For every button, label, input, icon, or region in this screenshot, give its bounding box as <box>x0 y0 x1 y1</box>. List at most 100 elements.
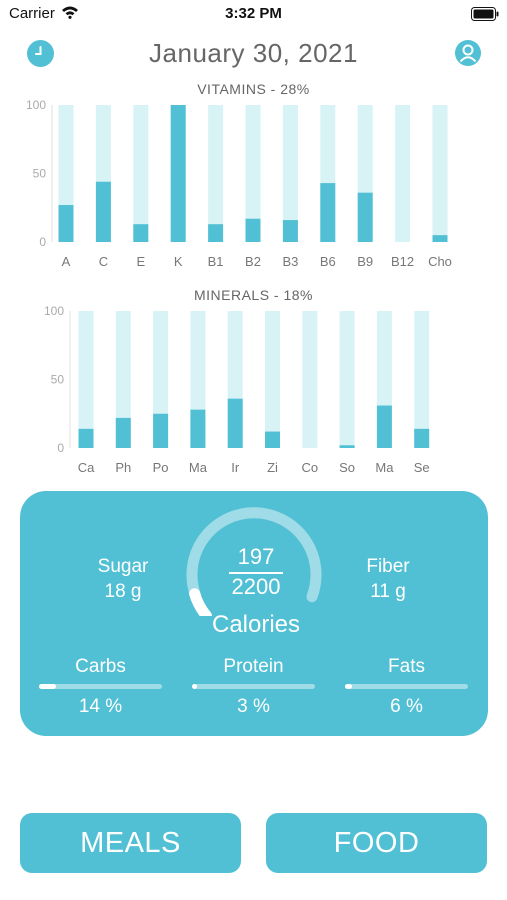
vitamins-x-tick-label: B12 <box>391 254 414 269</box>
vitamins-x-tick-label: B6 <box>320 254 336 269</box>
header: January 30, 2021 <box>0 34 507 74</box>
vitamins-bar <box>58 205 74 242</box>
minerals-y-tick-label: 50 <box>51 373 65 387</box>
vitamins-bar <box>432 235 448 242</box>
minerals-x-tick-label: Po <box>153 460 169 475</box>
vitamins-x-tick-label: B2 <box>245 254 261 269</box>
calories-gauge <box>186 507 322 616</box>
vitamins-x-tick-label: A <box>62 254 71 269</box>
macro-fats-label: Fats <box>388 656 425 677</box>
minerals-bar <box>414 428 430 448</box>
calories-goal: 2200 <box>231 574 281 599</box>
minerals-x-tick-label: Ma <box>375 460 394 475</box>
macro-carbs-bar <box>39 684 162 689</box>
minerals-y-tick-label: 0 <box>57 441 64 455</box>
meals-button[interactable]: MEALS <box>20 813 241 873</box>
minerals-x-tick-label: Se <box>414 460 430 475</box>
profile-button[interactable] <box>454 39 482 67</box>
minerals-bar-background <box>339 311 355 448</box>
minerals-bar-background <box>78 311 94 448</box>
history-button[interactable] <box>27 40 54 67</box>
vitamins-bar-background <box>282 105 298 242</box>
vitamins-bar <box>245 218 261 242</box>
clock-icon <box>35 46 42 55</box>
minerals-y-tick-label: 100 <box>44 304 64 318</box>
minerals-bar <box>153 413 169 448</box>
minerals-x-tick-label: Ir <box>231 460 240 475</box>
carrier-label: Carrier <box>9 5 55 22</box>
vitamins-bar-background <box>395 105 411 242</box>
minerals-bar <box>265 431 280 448</box>
sugar-label: Sugar <box>97 556 149 577</box>
vitamins-x-tick-label: C <box>99 254 108 269</box>
vitamins-bar <box>282 220 298 242</box>
minerals-x-tick-label: Ca <box>78 460 95 475</box>
minerals-bar <box>376 405 392 448</box>
vitamins-x-tick-label: Cho <box>428 254 452 269</box>
food-button[interactable]: FOOD <box>266 813 487 873</box>
vitamins-y-tick-label: 100 <box>26 98 46 112</box>
status-time: 3:32 PM <box>225 5 282 22</box>
macro-fats-percent: 6 % <box>390 696 423 717</box>
vitamins-bar-background <box>133 105 149 242</box>
vitamins-y-tick-label: 0 <box>39 235 46 249</box>
calories-divider <box>229 572 283 574</box>
macro-protein-bar <box>192 684 315 689</box>
nutrition-summary-card: Sugar 18 g 197 2200 Calories Fiber 11 g … <box>20 491 488 736</box>
vitamins-bar-background <box>245 105 261 242</box>
minerals-bar <box>78 428 94 448</box>
minerals-bar-background <box>265 311 280 448</box>
fiber-stat: Fiber 11 g <box>333 554 443 604</box>
calories-current: 197 <box>237 544 275 569</box>
macro-protein-label: Protein <box>223 656 284 677</box>
macro-protein-bar-fill <box>192 684 197 689</box>
minerals-x-tick-label: Ph <box>115 460 131 475</box>
minerals-bar <box>227 398 243 448</box>
wifi-icon <box>61 5 79 24</box>
macro-fats: Fats 6 % <box>344 656 469 718</box>
vitamins-y-tick-label: 50 <box>33 167 47 181</box>
vitamins-chart: 100 50 0 A C E K B1 B2 B3 B6 B9 B12 Cho <box>26 98 452 269</box>
vitamins-bar-background <box>208 105 224 242</box>
macro-carbs-label: Carbs <box>75 656 126 677</box>
vitamins-bar <box>133 224 149 242</box>
vitamins-chart-title: VITAMINS - 28% <box>197 81 310 97</box>
minerals-x-tick-label: So <box>339 460 355 475</box>
sugar-value: 18 g <box>104 581 142 602</box>
macro-carbs: Carbs 14 % <box>38 656 163 718</box>
minerals-chart-title: MINERALS - 18% <box>193 287 314 303</box>
vitamins-bar <box>320 183 336 242</box>
user-icon <box>455 40 481 66</box>
minerals-bar-background <box>115 311 131 448</box>
fiber-label: Fiber <box>366 556 410 577</box>
calories-gauge-fill <box>189 588 213 616</box>
minerals-bar <box>339 445 355 448</box>
vitamins-bar <box>95 181 111 242</box>
vitamins-chart-block: VITAMINS - 28% 100 50 0 A C E K B1 B2 B3 B6 B9 B12 Ch… <box>0 80 507 280</box>
minerals-bar <box>190 409 206 448</box>
vitamins-x-tick-label: B1 <box>208 254 224 269</box>
sugar-stat: Sugar 18 g <box>68 554 178 604</box>
vitamins-x-tick-label: B9 <box>357 254 373 269</box>
macro-carbs-percent: 14 % <box>78 696 123 717</box>
page-title: January 30, 2021 <box>149 38 358 68</box>
vitamins-bar-background <box>432 105 448 242</box>
macro-fats-bar-fill <box>345 684 353 689</box>
minerals-chart: 100 50 0 Ca Ph Po Ma Ir Zi Co So Ma Se <box>44 304 430 475</box>
macro-protein: Protein 3 % <box>191 656 316 718</box>
vitamins-x-tick-label: B3 <box>282 254 298 269</box>
minerals-bar <box>115 417 131 448</box>
vitamins-x-tick-label: K <box>174 254 183 269</box>
fiber-value: 11 g <box>370 581 406 602</box>
minerals-bar-background <box>302 311 318 448</box>
minerals-x-tick-label: Co <box>301 460 318 475</box>
minerals-bar-background <box>414 311 430 448</box>
vitamins-bar <box>208 224 224 242</box>
macro-fats-bar <box>345 684 468 689</box>
macro-protein-percent: 3 % <box>237 696 270 717</box>
vitamins-x-tick-label: E <box>136 254 145 269</box>
calories-label: Calories <box>211 611 301 638</box>
minerals-x-tick-label: Ma <box>189 460 208 475</box>
vitamins-bar <box>357 192 373 242</box>
macro-carbs-bar-fill <box>39 684 57 689</box>
